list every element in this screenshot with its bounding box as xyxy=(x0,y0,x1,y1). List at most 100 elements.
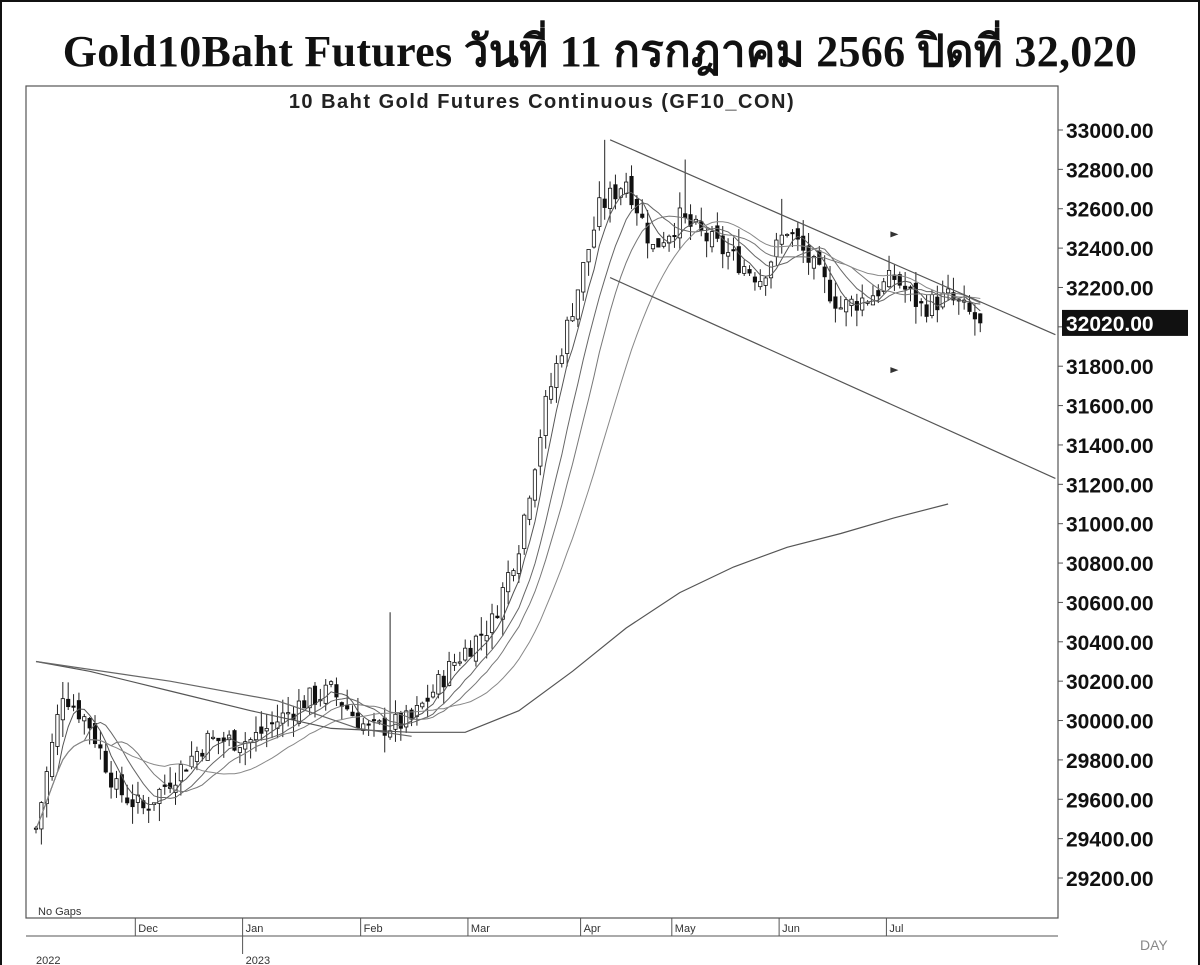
candle-body xyxy=(473,635,478,662)
moving-average-line xyxy=(35,215,981,830)
candle-body xyxy=(270,722,275,725)
candle-body xyxy=(935,296,940,311)
candle-body xyxy=(259,726,264,734)
candle-body xyxy=(618,188,623,198)
last-price-label: 32020.00 xyxy=(1066,313,1154,336)
y-tick-label: 31600.00 xyxy=(1066,396,1154,419)
candle-body xyxy=(919,301,924,304)
candle-body xyxy=(98,744,103,749)
candle-body xyxy=(457,661,462,664)
candle-body xyxy=(237,747,242,753)
candle-body xyxy=(779,234,784,245)
y-tick-label: 31200.00 xyxy=(1066,474,1154,497)
candle-body xyxy=(683,213,688,219)
candle-body xyxy=(184,769,189,772)
header-banner: Gold10Baht Futures วันที่ 11 กรกฎาคม 256… xyxy=(0,0,1200,82)
y-tick-label: 30800.00 xyxy=(1066,553,1154,576)
candle-body xyxy=(795,228,800,240)
candle-body xyxy=(146,808,151,811)
candle-body xyxy=(876,290,881,297)
candle-body xyxy=(489,613,495,634)
y-tick-label: 30600.00 xyxy=(1066,592,1154,615)
candle-body xyxy=(377,720,382,723)
candle-body xyxy=(742,266,747,274)
candle-body xyxy=(452,661,457,666)
x-month-label: Dec xyxy=(138,923,158,935)
candle-body xyxy=(522,514,527,550)
candle-body xyxy=(854,301,859,311)
candle-body xyxy=(548,386,554,400)
candle-body xyxy=(430,691,436,698)
candle-body xyxy=(441,675,446,688)
candle-body xyxy=(103,750,108,773)
y-tick-label: 32200.00 xyxy=(1066,277,1154,300)
candle-body xyxy=(66,698,71,708)
candle-body xyxy=(656,238,661,248)
channel-arrow-marker xyxy=(890,231,899,238)
candle-body xyxy=(307,687,312,709)
candle-body xyxy=(296,700,301,724)
candle-body xyxy=(414,705,419,717)
candle-body xyxy=(752,276,757,283)
candle-body xyxy=(709,231,715,248)
candle-body xyxy=(345,705,350,710)
chart-title: 10 Baht Gold Futures Continuous (GF10_CO… xyxy=(289,91,795,113)
candle-body xyxy=(323,684,328,704)
candle-body xyxy=(731,249,736,252)
x-year-label: 2022 xyxy=(36,955,60,965)
last-price-marker xyxy=(1062,309,1188,336)
candle-body xyxy=(468,647,473,657)
x-month-label: Jan xyxy=(246,923,264,935)
candle-body xyxy=(516,553,521,574)
candle-body xyxy=(157,788,162,804)
moving-average-line xyxy=(35,191,981,830)
candle-body xyxy=(302,700,307,709)
candle-body xyxy=(479,633,484,636)
candle-body xyxy=(527,497,532,520)
candle-body xyxy=(50,741,55,777)
candle-body xyxy=(833,296,838,309)
candle-body xyxy=(881,281,886,292)
candle-body xyxy=(645,222,650,244)
candle-body xyxy=(785,233,790,236)
y-tick-label: 33000.00 xyxy=(1066,120,1154,143)
y-tick-label: 31800.00 xyxy=(1066,356,1154,379)
candle-body xyxy=(554,363,559,388)
candle-body xyxy=(736,246,741,274)
candle-body xyxy=(109,772,114,788)
candle-body xyxy=(897,274,902,286)
candle-body xyxy=(178,764,183,782)
candle-body xyxy=(200,752,205,757)
candle-body xyxy=(967,302,972,312)
gap-note: No Gaps xyxy=(38,906,82,918)
candle-body xyxy=(763,277,768,286)
candle-body xyxy=(194,751,200,762)
candle-body xyxy=(253,732,259,740)
candle-body xyxy=(801,235,806,251)
candle-body xyxy=(978,313,983,324)
candle-body xyxy=(334,684,339,698)
y-tick-label: 29800.00 xyxy=(1066,750,1154,773)
candle-body xyxy=(640,213,645,218)
candle-body xyxy=(495,615,500,619)
candle-body xyxy=(286,712,291,715)
x-month-label: Jul xyxy=(889,923,903,935)
candle-body xyxy=(726,252,731,257)
candle-body xyxy=(355,712,360,729)
candle-body xyxy=(447,661,452,686)
candle-body xyxy=(608,187,613,209)
candle-body xyxy=(125,797,130,804)
y-tick-label: 29600.00 xyxy=(1066,789,1154,812)
candle-body xyxy=(532,469,538,501)
candle-body xyxy=(44,771,49,805)
corner-label: DAY xyxy=(1140,937,1168,953)
candle-body xyxy=(511,570,516,577)
candle-body xyxy=(790,232,795,235)
candle-body xyxy=(860,297,865,311)
x-month-label: Mar xyxy=(471,923,490,935)
candle-body xyxy=(913,282,918,307)
candle-body xyxy=(886,270,892,288)
plot-area xyxy=(25,85,1059,919)
y-tick-label: 31400.00 xyxy=(1066,435,1154,458)
